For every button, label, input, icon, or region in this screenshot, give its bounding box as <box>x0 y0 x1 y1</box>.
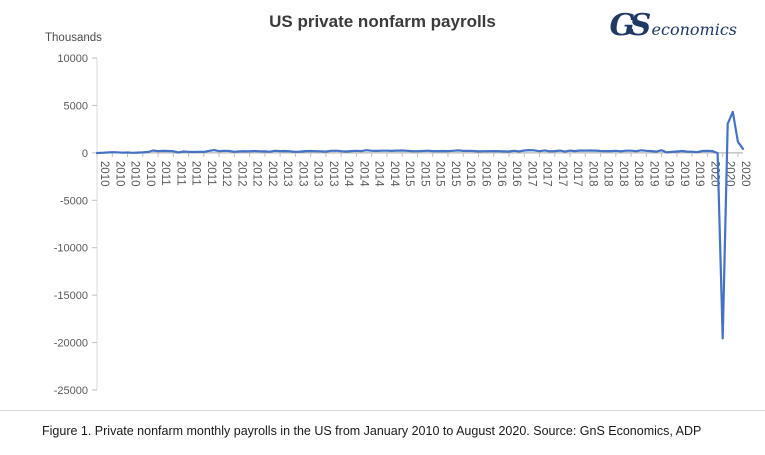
x-tick-label: 2018 <box>632 161 644 187</box>
x-tick-label: 2015 <box>419 161 431 187</box>
x-tick-label: 2017 <box>541 161 553 187</box>
payrolls-series-line <box>95 110 745 340</box>
x-tick-label: 2013 <box>281 161 293 187</box>
x-tick-label: 2018 <box>617 161 629 187</box>
x-tick-label: 2016 <box>495 161 507 187</box>
y-tick-label: -25000 <box>54 385 88 397</box>
x-tick-label: 2017 <box>525 161 537 187</box>
x-tick-label: 2015 <box>434 161 446 187</box>
x-tick-label: 2011 <box>205 161 217 186</box>
y-tick-label: 5000 <box>64 100 88 112</box>
x-tick-label: 2019 <box>678 161 690 187</box>
x-tick-label: 2019 <box>663 161 675 187</box>
x-tick-label: 2016 <box>510 161 522 187</box>
x-tick-label: 2015 <box>449 161 461 187</box>
chart-title: US private nonfarm payrolls <box>269 12 496 31</box>
x-tick-label: 2014 <box>342 161 354 187</box>
x-tick-label: 2020 <box>739 161 751 187</box>
x-tick-label: 2011 <box>190 161 202 186</box>
x-tick-label: 2018 <box>602 161 614 187</box>
figure-caption: Figure 1. Private nonfarm monthly payrol… <box>42 424 702 438</box>
x-tick-label: 2011 <box>159 161 171 186</box>
y-tick-label: 0 <box>82 148 88 160</box>
x-tick-label: 2010 <box>129 161 141 187</box>
logo-monogram: GS <box>609 8 651 43</box>
x-tick-label: 2014 <box>388 161 400 187</box>
y-tick-label: 10000 <box>57 53 88 65</box>
y-tick-label: -15000 <box>54 290 88 302</box>
x-tick-label: 2012 <box>266 161 278 187</box>
gns-economics-logo: GS economics <box>609 8 737 43</box>
payrolls-line-chart: 10000 5000 0 -5000 -10000 -15000 -20000 -25000 2… <box>54 53 751 397</box>
x-tick-label: 2019 <box>693 161 705 187</box>
x-tick-label: 2018 <box>586 161 598 187</box>
x-tick-label: 2017 <box>556 161 568 187</box>
x-tick-label: 2019 <box>647 161 659 187</box>
x-tick-label: 2012 <box>251 161 263 187</box>
y-axis: 10000 5000 0 -5000 -10000 -15000 -20000 -25000 <box>54 53 98 397</box>
x-tick-label: 2010 <box>113 161 125 187</box>
x-tick-label: 2013 <box>296 161 308 187</box>
logo-wordmark: economics <box>651 20 737 39</box>
x-tick-label: 2014 <box>373 161 385 187</box>
x-tick-label: 2014 <box>357 161 369 187</box>
x-tick-label: 2012 <box>220 161 232 187</box>
x-tick-label: 2010 <box>144 161 156 187</box>
y-tick-label: -10000 <box>54 243 88 255</box>
x-tick-label: 2016 <box>464 161 476 187</box>
x-tick-label: 2016 <box>480 161 492 187</box>
x-tick-label: 2010 <box>98 161 110 187</box>
y-tick-label: -20000 <box>54 338 88 350</box>
y-tick-label: -5000 <box>60 195 88 207</box>
x-tick-label: 2015 <box>403 161 415 187</box>
x-axis: 2010 2010 2010 2010 2011 2011 2011 2011 2012 2012… <box>96 152 751 187</box>
x-tick-label: 2012 <box>235 161 247 187</box>
x-tick-label: 2011 <box>174 161 186 186</box>
x-tick-label: 2013 <box>327 161 339 187</box>
caption-divider <box>0 410 765 411</box>
x-tick-label: 2013 <box>312 161 324 187</box>
chart-area: 10000 5000 0 -5000 -10000 -15000 -20000 -25000 2… <box>0 50 765 405</box>
y-axis-title: Thousands <box>45 32 102 44</box>
x-tick-label: 2017 <box>571 161 583 187</box>
